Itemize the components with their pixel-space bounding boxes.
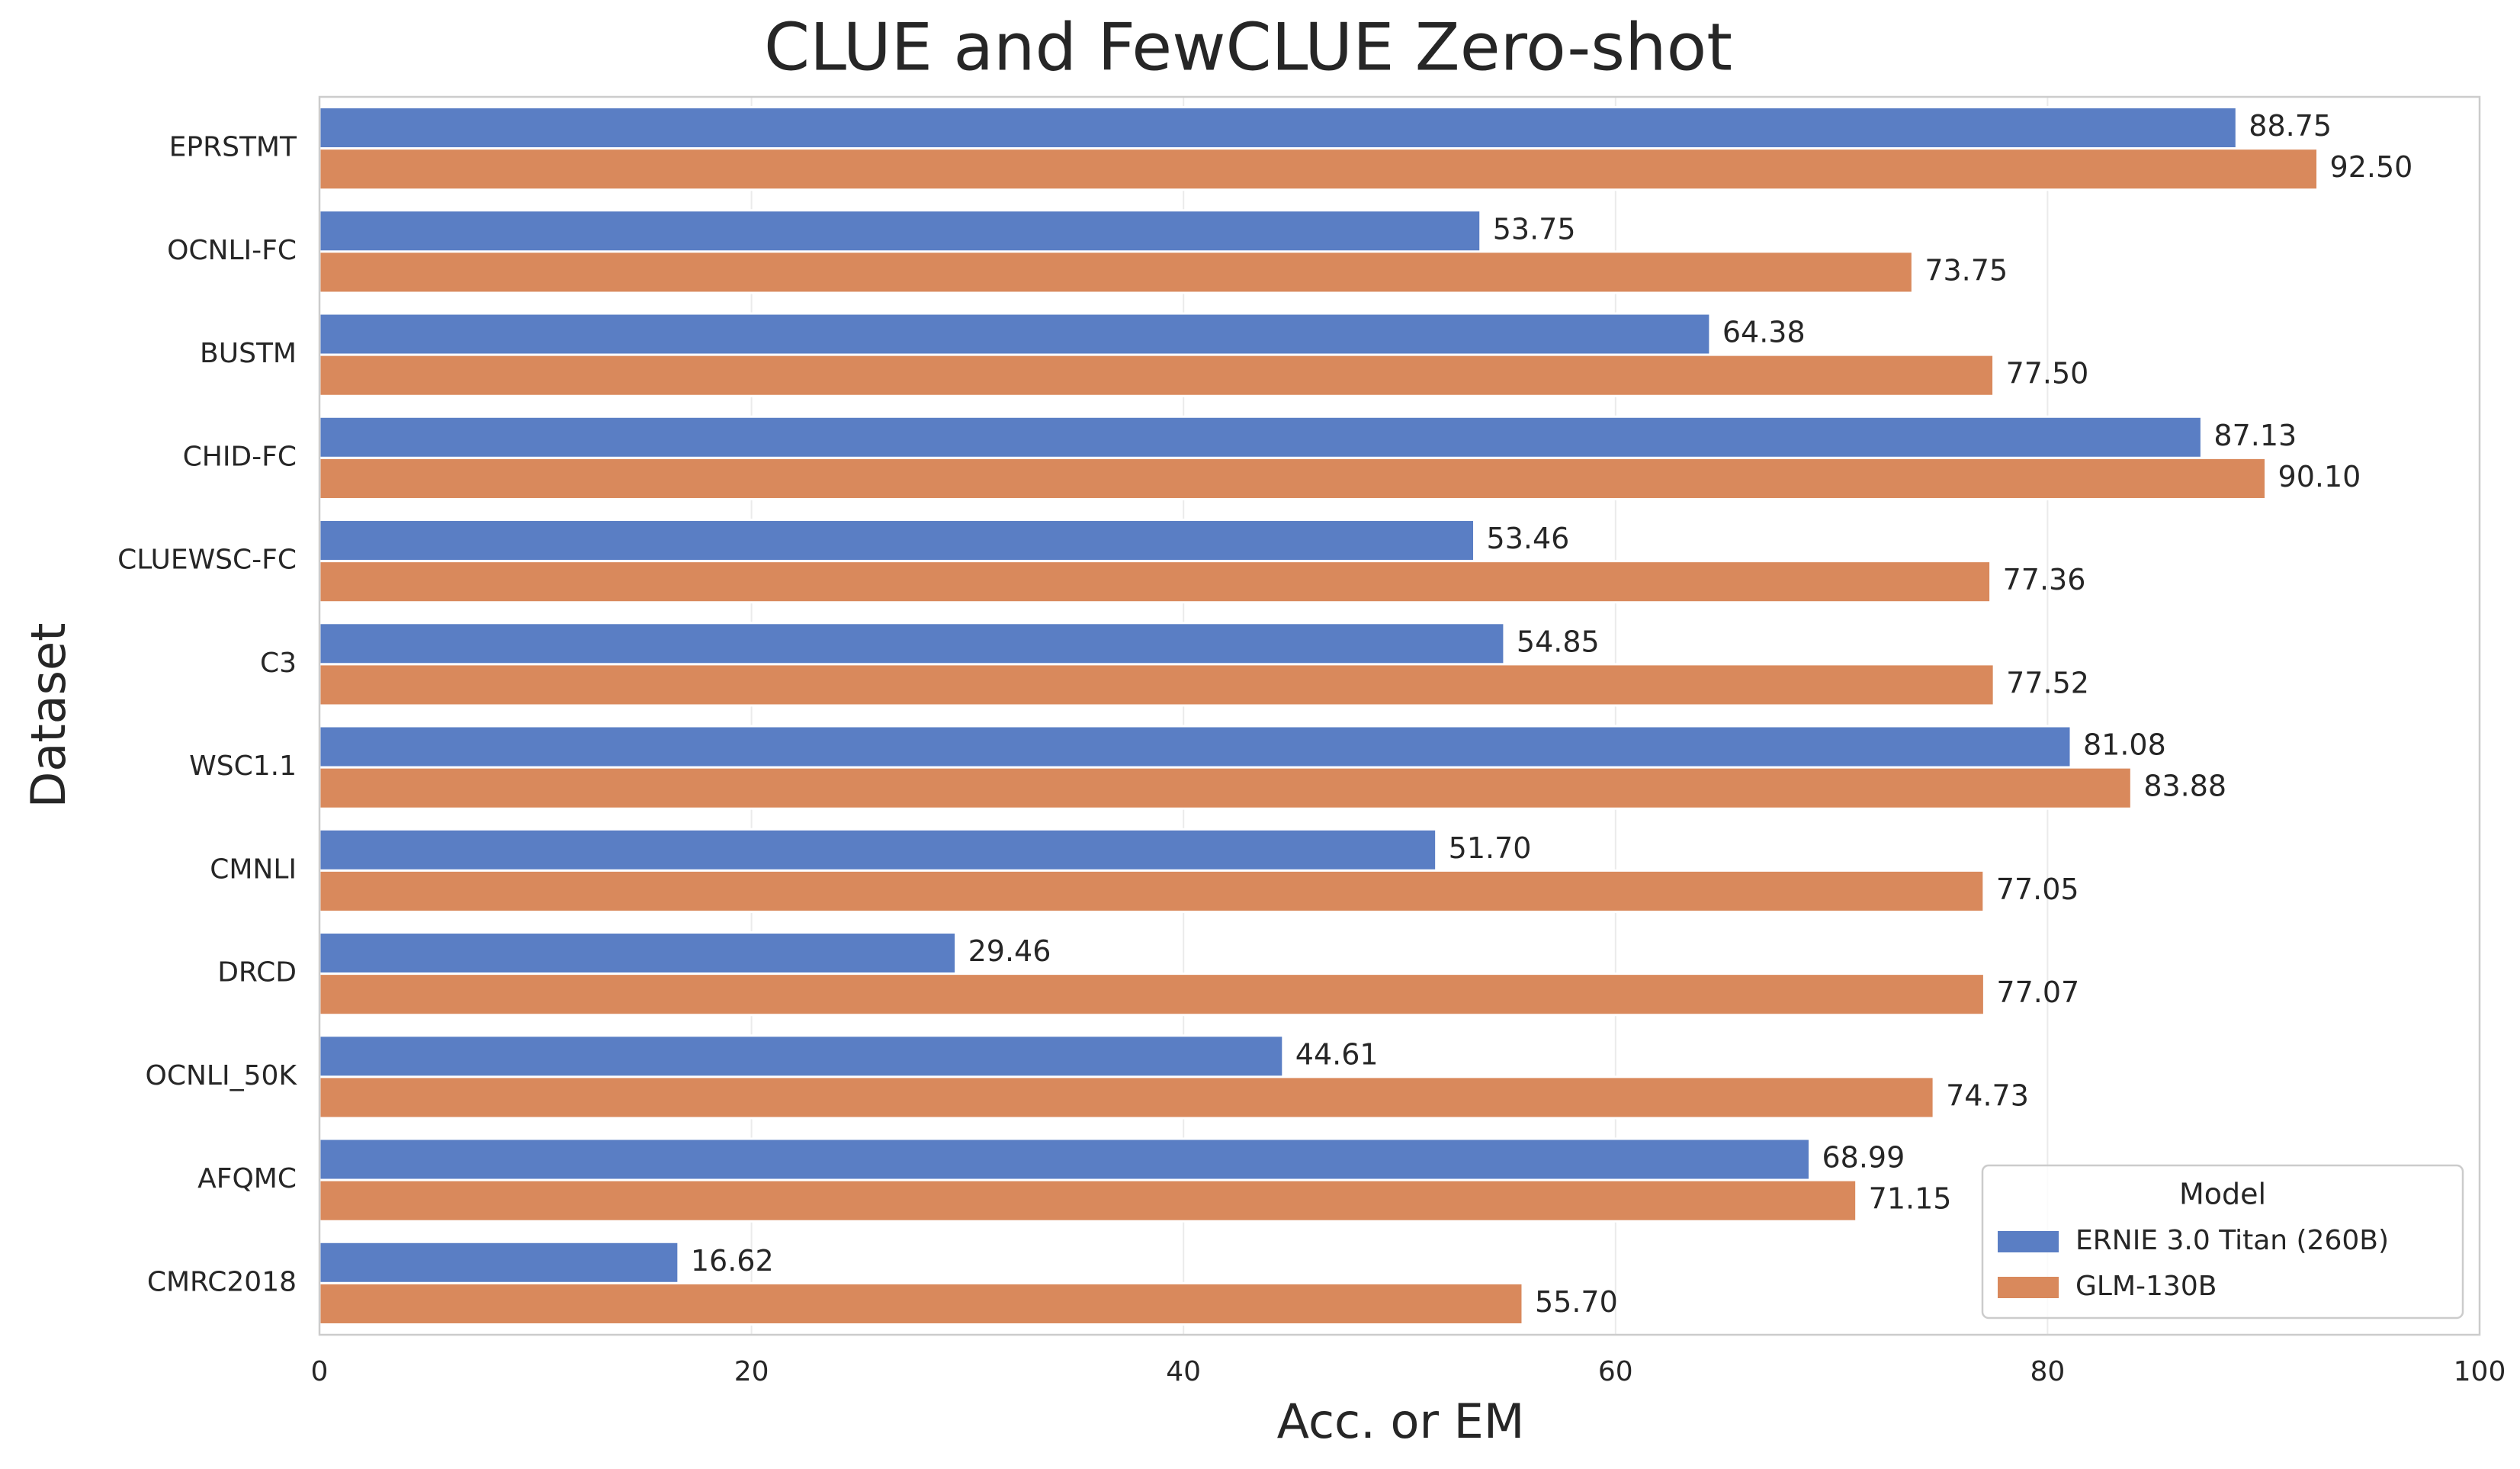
- bar: [318, 622, 1506, 666]
- bar: [318, 828, 1438, 872]
- y-tick-label: CMNLI: [210, 853, 297, 885]
- data-label: 44.61: [1295, 1037, 1379, 1071]
- y-tick-label: OCNLI_50K: [146, 1060, 298, 1091]
- data-label: 16.62: [691, 1244, 774, 1278]
- data-label: 92.50: [2330, 150, 2413, 184]
- y-tick-label: WSC1.1: [189, 751, 297, 782]
- y-tick-label: CMRC2018: [147, 1266, 297, 1297]
- bar: [318, 560, 1992, 604]
- legend-label: GLM-130B: [2075, 1271, 2217, 1302]
- bar: [318, 1178, 1858, 1223]
- y-axis-label: Dataset: [21, 623, 76, 808]
- bar: [318, 1075, 1935, 1120]
- data-label: 54.85: [1517, 625, 1600, 658]
- legend-title: Model: [2179, 1178, 2266, 1211]
- legend-label: ERNIE 3.0 Titan (260B): [2075, 1225, 2389, 1256]
- x-tick-label: 80: [2030, 1356, 2065, 1387]
- data-label: 53.46: [1487, 522, 1570, 555]
- bar: [318, 147, 2319, 191]
- bar: [318, 869, 1986, 913]
- y-tick-label: CHID-FC: [183, 441, 297, 472]
- bar: [318, 1240, 680, 1284]
- bar: [318, 931, 958, 976]
- data-label: 55.70: [1535, 1285, 1618, 1319]
- bar: [318, 972, 1986, 1017]
- data-label: 88.75: [2249, 109, 2332, 143]
- y-tick-label: CLUEWSC-FC: [117, 545, 297, 576]
- y-tick-label: OCNLI-FC: [167, 235, 297, 266]
- bar: [318, 1137, 1811, 1181]
- bar: [318, 250, 1914, 294]
- data-label: 87.13: [2213, 419, 2297, 452]
- y-tick-label: BUSTM: [200, 338, 297, 369]
- bar: [318, 725, 2072, 769]
- legend-swatch: [1998, 1231, 2059, 1252]
- x-tick-label: 0: [311, 1356, 329, 1387]
- bar: [318, 1034, 1285, 1078]
- data-label: 64.38: [1722, 316, 1806, 349]
- data-label: 71.15: [1869, 1182, 1952, 1216]
- legend-box: [1981, 1164, 2464, 1320]
- y-tick-label: EPRSTMT: [169, 132, 297, 163]
- bar: [318, 353, 1995, 397]
- data-label: 77.52: [2006, 666, 2089, 699]
- bar: [318, 519, 1476, 563]
- x-axis-label: Acc. or EM: [1277, 1393, 1525, 1449]
- data-label: 74.73: [1946, 1078, 2029, 1112]
- data-label: 29.46: [968, 934, 1051, 968]
- legend-swatch: [1998, 1277, 2059, 1298]
- bar: [318, 415, 2203, 459]
- bar: [318, 1281, 1524, 1326]
- x-tick-label: 20: [734, 1356, 769, 1387]
- data-label: 68.99: [1822, 1141, 1905, 1175]
- bar: [318, 106, 2238, 150]
- data-label: 73.75: [1925, 253, 2008, 287]
- bar: [318, 663, 1995, 707]
- plot-frame: [318, 95, 2481, 1336]
- chart-title: CLUE and FewCLUE Zero-shot: [764, 9, 1732, 85]
- data-label: 77.05: [1996, 873, 2079, 906]
- y-tick-label: AFQMC: [197, 1163, 297, 1194]
- data-label: 77.50: [2006, 357, 2089, 391]
- x-tick-label: 100: [2454, 1356, 2506, 1387]
- data-label: 53.75: [1493, 212, 1576, 246]
- bar: [318, 766, 2133, 810]
- bar: [318, 456, 2268, 500]
- bar: [318, 312, 1712, 356]
- data-label: 77.36: [2003, 563, 2086, 596]
- y-tick-label: DRCD: [217, 957, 297, 988]
- y-tick-label: C3: [260, 648, 297, 679]
- data-label: 83.88: [2143, 770, 2226, 803]
- data-label: 77.07: [1996, 976, 2079, 1009]
- data-label: 90.10: [2278, 460, 2361, 493]
- data-label: 51.70: [1449, 831, 1532, 865]
- x-tick-label: 60: [1598, 1356, 1633, 1387]
- data-label: 81.08: [2083, 728, 2166, 762]
- bar: [318, 209, 1482, 253]
- x-tick-label: 40: [1166, 1356, 1201, 1387]
